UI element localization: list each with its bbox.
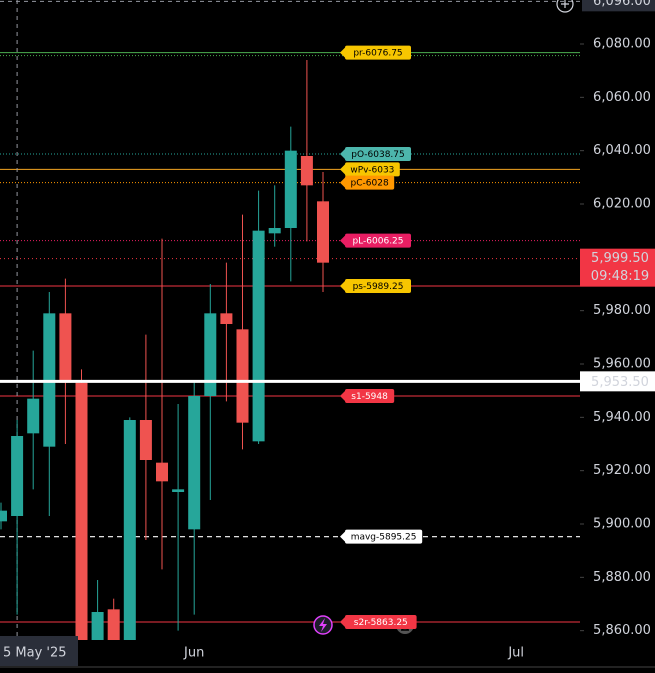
level-label: wPv-6033 bbox=[350, 165, 394, 175]
candle-body bbox=[107, 609, 120, 640]
level-label-arrow bbox=[340, 391, 345, 401]
candle-body bbox=[59, 313, 72, 383]
level-label: pO-6038.75 bbox=[351, 150, 405, 160]
level-label: s2r-5863.25 bbox=[354, 618, 408, 628]
level-label-box bbox=[345, 529, 423, 544]
level-label-arrow bbox=[340, 235, 345, 246]
axes: 5,860.00 5,880.00 5,900.00 5,920.00 5,940.00… bbox=[580, 37, 651, 638]
candle-body bbox=[139, 420, 152, 460]
y-tick-label: 6,040.00 bbox=[593, 143, 651, 158]
candle-body bbox=[236, 329, 249, 423]
candle-body bbox=[252, 230, 265, 442]
candle-body bbox=[204, 313, 217, 396]
x-axis-band bbox=[0, 640, 655, 673]
level-label-box bbox=[345, 45, 411, 60]
y-tick-label: 5,920.00 bbox=[593, 463, 651, 478]
level-label-box bbox=[345, 175, 395, 190]
candle-body bbox=[268, 228, 281, 234]
level-label-box bbox=[345, 389, 395, 403]
candle-body bbox=[11, 436, 24, 516]
candle-body bbox=[27, 398, 40, 434]
y-tick-label: 6,060.00 bbox=[593, 90, 651, 105]
level-label: s1-5948 bbox=[351, 392, 388, 402]
level-label: pC-6028 bbox=[351, 179, 389, 189]
level-label: mavg-5895.25 bbox=[351, 533, 417, 543]
plot-area bbox=[0, 0, 580, 640]
level-label: pL-6006.25 bbox=[352, 237, 403, 247]
alert-bolt bbox=[319, 618, 327, 632]
current-price-box bbox=[580, 248, 655, 287]
level-label-arrow bbox=[340, 164, 345, 175]
x-tick-label: Jun bbox=[183, 646, 204, 661]
candle-body bbox=[91, 612, 104, 640]
last-price-label: 5,953.50 bbox=[591, 375, 649, 390]
y-tick-label: 5,960.00 bbox=[593, 357, 651, 372]
level-label-arrow bbox=[340, 281, 345, 291]
current-price-label: 5,999.50 bbox=[591, 251, 649, 266]
crosshair-x-label: 5 May '25 bbox=[3, 646, 67, 661]
x-tick-label: Jul bbox=[507, 646, 524, 661]
level-label-box bbox=[345, 147, 411, 161]
countdown-label: 09:48:19 bbox=[591, 269, 649, 284]
y-tick-label: 5,940.00 bbox=[593, 410, 651, 425]
candle-body bbox=[123, 420, 136, 640]
last-price-box bbox=[580, 371, 655, 392]
candle-body bbox=[75, 382, 88, 640]
level-label-arrow bbox=[340, 149, 345, 159]
candle-body bbox=[317, 201, 329, 263]
level-label-box bbox=[345, 279, 411, 293]
crosshair-x-box bbox=[0, 636, 78, 666]
crosshair-y-box bbox=[582, 0, 655, 12]
level-label: pr-6076.75 bbox=[353, 49, 402, 59]
candle-body bbox=[0, 510, 7, 522]
candle-body bbox=[220, 313, 233, 324]
level-label-box bbox=[345, 162, 400, 177]
level-label-arrow bbox=[340, 47, 345, 58]
candle-body bbox=[300, 156, 313, 186]
level-label-arrow bbox=[340, 531, 345, 542]
plus bbox=[561, 0, 569, 8]
y-tick-label: 5,860.00 bbox=[593, 623, 651, 638]
level-label: ps-5989.25 bbox=[353, 282, 404, 292]
y-tick-label: 5,980.00 bbox=[593, 303, 651, 318]
y-tick-label: 5,900.00 bbox=[593, 517, 651, 532]
candle-body bbox=[284, 150, 297, 228]
level-label-arrow bbox=[340, 617, 345, 627]
candle-body bbox=[188, 396, 201, 530]
candle-body bbox=[156, 462, 168, 482]
level-label-box bbox=[345, 615, 417, 629]
candle-body bbox=[172, 489, 185, 492]
add-button[interactable] bbox=[556, 0, 574, 13]
y-tick-label: 5,880.00 bbox=[593, 570, 651, 585]
crosshair-y-label: 6,096.00 bbox=[593, 0, 651, 9]
level-label-arrow bbox=[340, 177, 345, 188]
y-tick-label: 6,080.00 bbox=[593, 37, 651, 52]
level-label-box bbox=[345, 233, 411, 248]
y-tick-label: 6,020.00 bbox=[593, 197, 651, 212]
